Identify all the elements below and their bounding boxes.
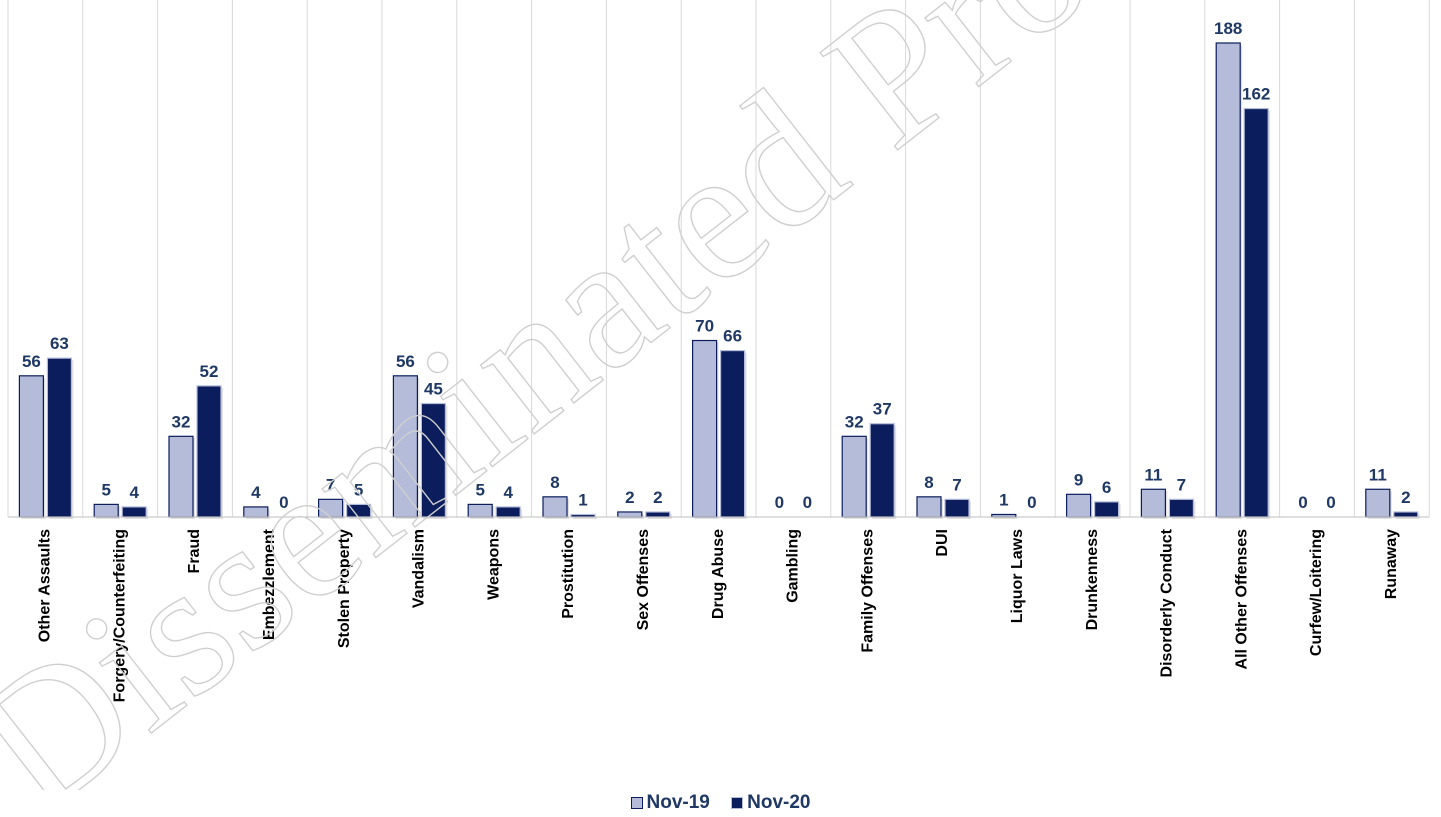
category-label-drug-abuse: Drug Abuse	[710, 529, 727, 619]
category-label-liquor-laws: Liquor Laws	[1009, 529, 1026, 623]
value-label-nov-19-liquor-laws: 1	[999, 490, 1008, 509]
legend-item-nov-19: Nov-19	[631, 792, 710, 814]
value-label-nov-19-drunkenness: 9	[1074, 470, 1083, 489]
value-label-nov-20-all-other-offenses: 162	[1242, 85, 1270, 104]
value-label-nov-19-family-offenses: 32	[845, 412, 864, 431]
value-label-nov-20-family-offenses: 37	[873, 400, 892, 419]
value-label-nov-19-prostitution: 8	[550, 473, 559, 492]
value-label-nov-20-drunkenness: 6	[1102, 478, 1111, 497]
value-label-nov-19-curfew-loitering: 0	[1298, 493, 1307, 512]
bar-nov-20-drug-abuse	[721, 351, 745, 517]
value-label-nov-20-runaway: 2	[1401, 488, 1410, 507]
legend-label-nov-20: Nov-20	[747, 792, 810, 814]
value-label-nov-20-liquor-laws: 0	[1027, 493, 1036, 512]
bar-nov-19-disorderly-conduct	[1141, 489, 1165, 517]
bar-nov-20-drunkenness	[1095, 502, 1119, 517]
bar-nov-19-sex-offenses	[618, 512, 642, 517]
bar-nov-20-other-assaults	[47, 358, 71, 517]
legend-swatch-nov-20	[731, 797, 743, 809]
value-label-nov-20-sex-offenses: 2	[653, 488, 662, 507]
bar-nov-19-prostitution	[543, 497, 567, 517]
value-label-nov-19-sex-offenses: 2	[625, 488, 634, 507]
value-label-nov-19-forgery-counterfeiting: 5	[101, 480, 110, 499]
value-label-nov-19-dui: 8	[924, 473, 933, 492]
legend-swatch-nov-19	[631, 797, 643, 809]
value-label-nov-20-disorderly-conduct: 7	[1177, 475, 1186, 494]
category-label-curfew-loitering: Curfew/Loitering	[1308, 529, 1325, 656]
category-label-dui: DUI	[934, 529, 951, 557]
value-label-nov-19-other-assaults: 56	[22, 352, 41, 371]
legend-label-nov-19: Nov-19	[647, 792, 710, 814]
bar-nov-20-runaway	[1394, 512, 1418, 517]
bar-nov-19-dui	[917, 497, 941, 517]
category-label-drunkenness: Drunkenness	[1084, 529, 1101, 630]
bar-nov-20-disorderly-conduct	[1169, 499, 1193, 517]
value-label-nov-20-forgery-counterfeiting: 4	[129, 483, 139, 502]
value-label-nov-20-prostitution: 1	[578, 490, 587, 509]
value-label-nov-20-other-assaults: 63	[50, 334, 69, 353]
bar-nov-19-all-other-offenses	[1216, 43, 1240, 517]
category-label-gambling: Gambling	[785, 529, 802, 603]
value-label-nov-20-curfew-loitering: 0	[1326, 493, 1335, 512]
value-label-nov-19-runaway: 11	[1369, 465, 1387, 484]
bar-nov-19-forgery-counterfeiting	[94, 504, 118, 517]
bar-nov-19-drunkenness	[1067, 494, 1091, 517]
bar-nov-19-runaway	[1366, 489, 1390, 517]
bar-nov-19-family-offenses	[842, 436, 866, 517]
category-label-disorderly-conduct: Disorderly Conduct	[1159, 528, 1176, 677]
category-label-prostitution: Prostitution	[560, 529, 577, 619]
category-label-family-offenses: Family Offenses	[859, 529, 876, 653]
bar-nov-20-family-offenses	[870, 424, 894, 517]
value-label-nov-19-fraud: 32	[172, 412, 191, 431]
value-label-nov-20-gambling: 0	[803, 493, 812, 512]
bar-nov-20-all-other-offenses	[1244, 109, 1268, 517]
value-label-nov-20-dui: 7	[952, 475, 961, 494]
legend: Nov-19 Nov-20	[0, 792, 1441, 815]
value-label-nov-20-fraud: 52	[200, 362, 219, 381]
bar-nov-19-drug-abuse	[693, 341, 717, 517]
bar-nov-19-other-assaults	[19, 376, 43, 517]
category-label-sex-offenses: Sex Offenses	[635, 529, 652, 630]
bar-nov-20-sex-offenses	[646, 512, 670, 517]
legend-item-nov-20: Nov-20	[731, 792, 810, 814]
bar-nov-20-dui	[945, 499, 969, 517]
bar-nov-20-forgery-counterfeiting	[122, 507, 146, 517]
category-label-weapons: Weapons	[485, 529, 502, 600]
category-label-all-other-offenses: All Other Offenses	[1233, 529, 1250, 670]
category-label-runaway: Runaway	[1383, 529, 1400, 599]
value-label-nov-19-all-other-offenses: 188	[1214, 19, 1242, 38]
value-label-nov-19-disorderly-conduct: 11	[1144, 465, 1162, 484]
value-label-nov-19-gambling: 0	[775, 493, 784, 512]
